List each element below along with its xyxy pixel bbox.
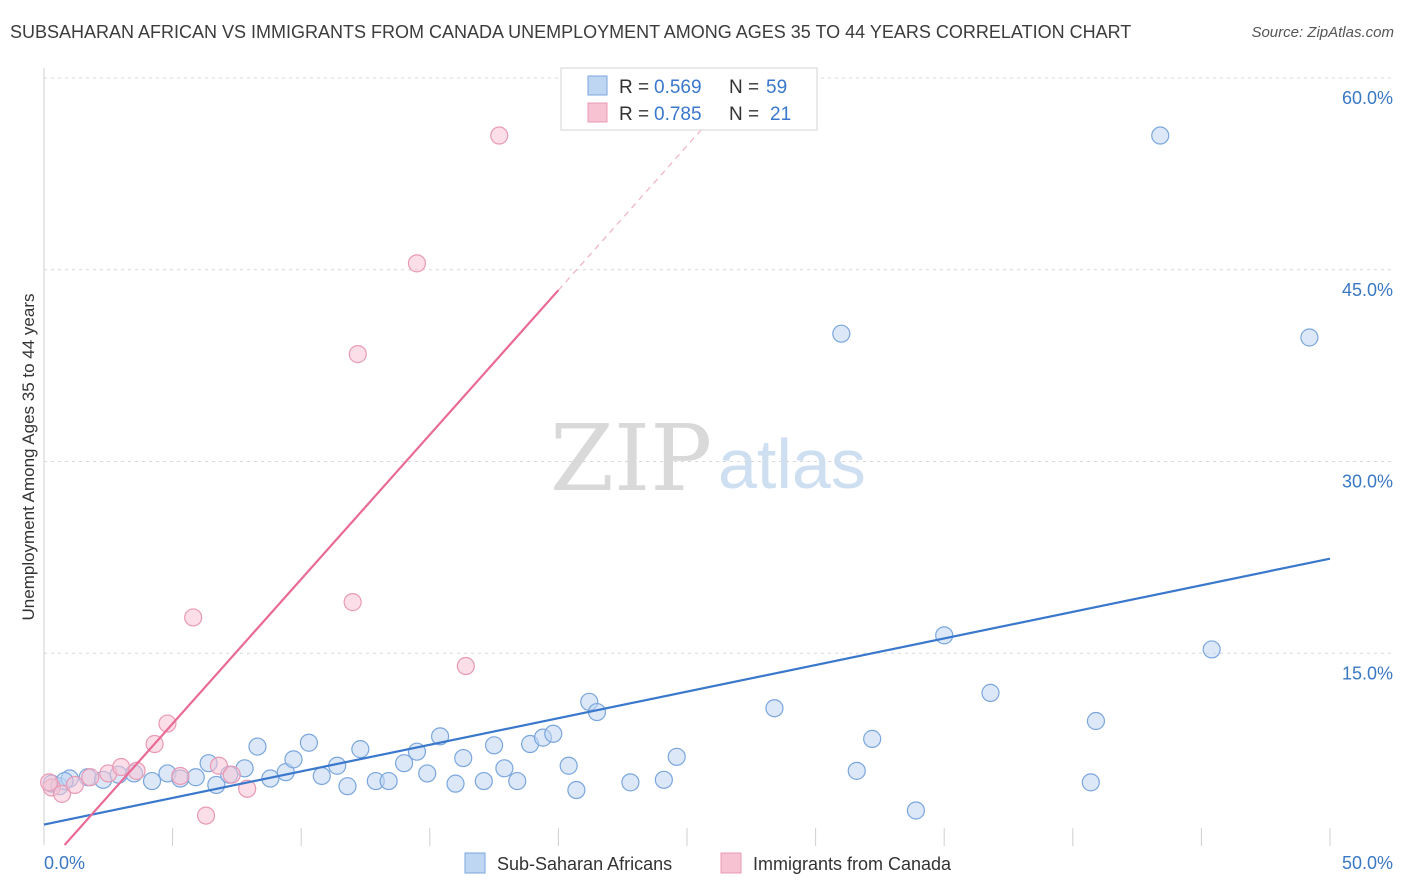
y-axis-title: Unemployment Among Ages 35 to 44 years <box>19 294 38 621</box>
trend-lines <box>43 122 1331 846</box>
point-canada-13 <box>222 765 241 784</box>
y-tick-label-0: 15.0% <box>1342 663 1393 683</box>
point-sub-saharan-51 <box>935 626 954 645</box>
trend-line-sub-saharan <box>43 557 1331 826</box>
trend-line-canada-extension <box>557 122 709 291</box>
point-sub-saharan-39 <box>559 756 578 775</box>
y-tick-label-1: 30.0% <box>1342 472 1393 492</box>
point-canada-20 <box>40 773 59 792</box>
point-canada-3 <box>81 768 100 787</box>
legend-r-value-1: 0.569 <box>654 77 702 98</box>
bottom-legend-swatch-blue <box>464 852 486 874</box>
point-canada-11 <box>196 806 216 825</box>
point-canada-1 <box>52 784 72 803</box>
source-label: Source: ZipAtlas.com <box>1251 24 1394 41</box>
series-legend: Sub-Saharan Africans Immigrants from Can… <box>464 852 952 874</box>
legend-r-label-1: R = <box>619 77 649 98</box>
point-sub-saharan-28 <box>418 764 437 783</box>
legend-n-label-2: N = <box>729 104 759 125</box>
x-tick-label-min: 0.0% <box>44 853 85 873</box>
point-sub-saharan-23 <box>351 740 370 759</box>
point-canada-8 <box>158 714 177 733</box>
legend-r-value-2: 0.785 <box>654 104 702 125</box>
point-canada-12 <box>209 756 228 775</box>
bottom-legend-label-2: Immigrants from Canada <box>753 854 952 874</box>
point-sub-saharan-47 <box>832 324 851 343</box>
point-sub-saharan-46 <box>765 699 784 718</box>
point-sub-saharan-55 <box>1151 126 1170 145</box>
point-sub-saharan-31 <box>454 748 473 768</box>
legend-n-value-1: 59 <box>766 77 787 98</box>
point-sub-saharan-20 <box>312 766 331 786</box>
point-sub-saharan-34 <box>495 759 514 778</box>
point-canada-16 <box>348 345 367 364</box>
point-sub-saharan-25 <box>379 771 398 791</box>
gridlines <box>44 77 1393 654</box>
point-sub-saharan-38 <box>544 724 563 743</box>
point-sub-saharan-30 <box>446 774 465 793</box>
bottom-legend-swatch-pink <box>720 852 742 874</box>
y-tick-label-3: 60.0% <box>1342 88 1393 108</box>
point-canada-9 <box>171 766 190 786</box>
y-tick-labels: 15.0% 30.0% 45.0% 60.0% <box>1342 88 1393 683</box>
x-tick-label-max: 50.0% <box>1342 853 1393 873</box>
point-sub-saharan-22 <box>338 777 357 796</box>
point-sub-saharan-35 <box>508 771 527 791</box>
point-sub-saharan-52 <box>981 683 1000 702</box>
point-canada-18 <box>456 656 475 676</box>
point-canada-17 <box>407 254 427 273</box>
point-sub-saharan-53 <box>1081 773 1100 792</box>
trend-line-canada <box>63 289 560 846</box>
legend-swatch-pink <box>587 102 608 123</box>
legend-n-label-1: N = <box>729 77 759 98</box>
legend-n-value-2: 21 <box>770 104 791 125</box>
point-sub-saharan-50 <box>906 801 926 820</box>
point-sub-saharan-26 <box>394 754 414 773</box>
point-sub-saharan-48 <box>847 761 866 780</box>
x-tick-labels: 0.0% 50.0% <box>44 853 1393 873</box>
legend-r-label-2: R = <box>619 104 649 125</box>
point-sub-saharan-54 <box>1086 711 1106 731</box>
point-canada-5 <box>112 757 131 777</box>
point-sub-saharan-57 <box>1300 328 1319 347</box>
point-sub-saharan-15 <box>248 737 267 756</box>
point-sub-saharan-29 <box>430 727 450 746</box>
x-ticks <box>172 828 1331 846</box>
point-sub-saharan-45 <box>667 747 686 766</box>
point-canada-10 <box>184 608 203 627</box>
bottom-legend-label-1: Sub-Saharan Africans <box>497 854 672 874</box>
series-sub-saharan-points <box>42 126 1319 820</box>
y-tick-label-2: 45.0% <box>1342 280 1393 300</box>
point-sub-saharan-32 <box>474 771 493 791</box>
point-sub-saharan-40 <box>567 780 586 800</box>
point-sub-saharan-33 <box>485 736 504 755</box>
point-canada-19 <box>490 126 509 145</box>
watermark-atlas: atlas <box>718 425 866 503</box>
point-canada-2 <box>65 775 84 795</box>
series-canada-points <box>40 126 509 825</box>
point-sub-saharan-49 <box>863 729 882 748</box>
point-sub-saharan-44 <box>654 770 673 789</box>
point-sub-saharan-19 <box>299 733 319 752</box>
legend-swatch-blue <box>587 75 608 96</box>
watermark-zip: ZIP <box>550 405 712 512</box>
chart-title: SUBSAHARAN AFRICAN VS IMMIGRANTS FROM CA… <box>10 22 1132 42</box>
point-sub-saharan-7 <box>142 771 162 791</box>
point-sub-saharan-18 <box>284 750 303 769</box>
correlation-legend: R = 0.569 N = 59 R = 0.785 N = 21 <box>560 67 818 131</box>
point-canada-6 <box>127 761 146 780</box>
point-canada-15 <box>343 593 362 612</box>
point-sub-saharan-10 <box>186 768 205 787</box>
point-sub-saharan-56 <box>1202 640 1221 659</box>
point-sub-saharan-43 <box>621 773 640 792</box>
